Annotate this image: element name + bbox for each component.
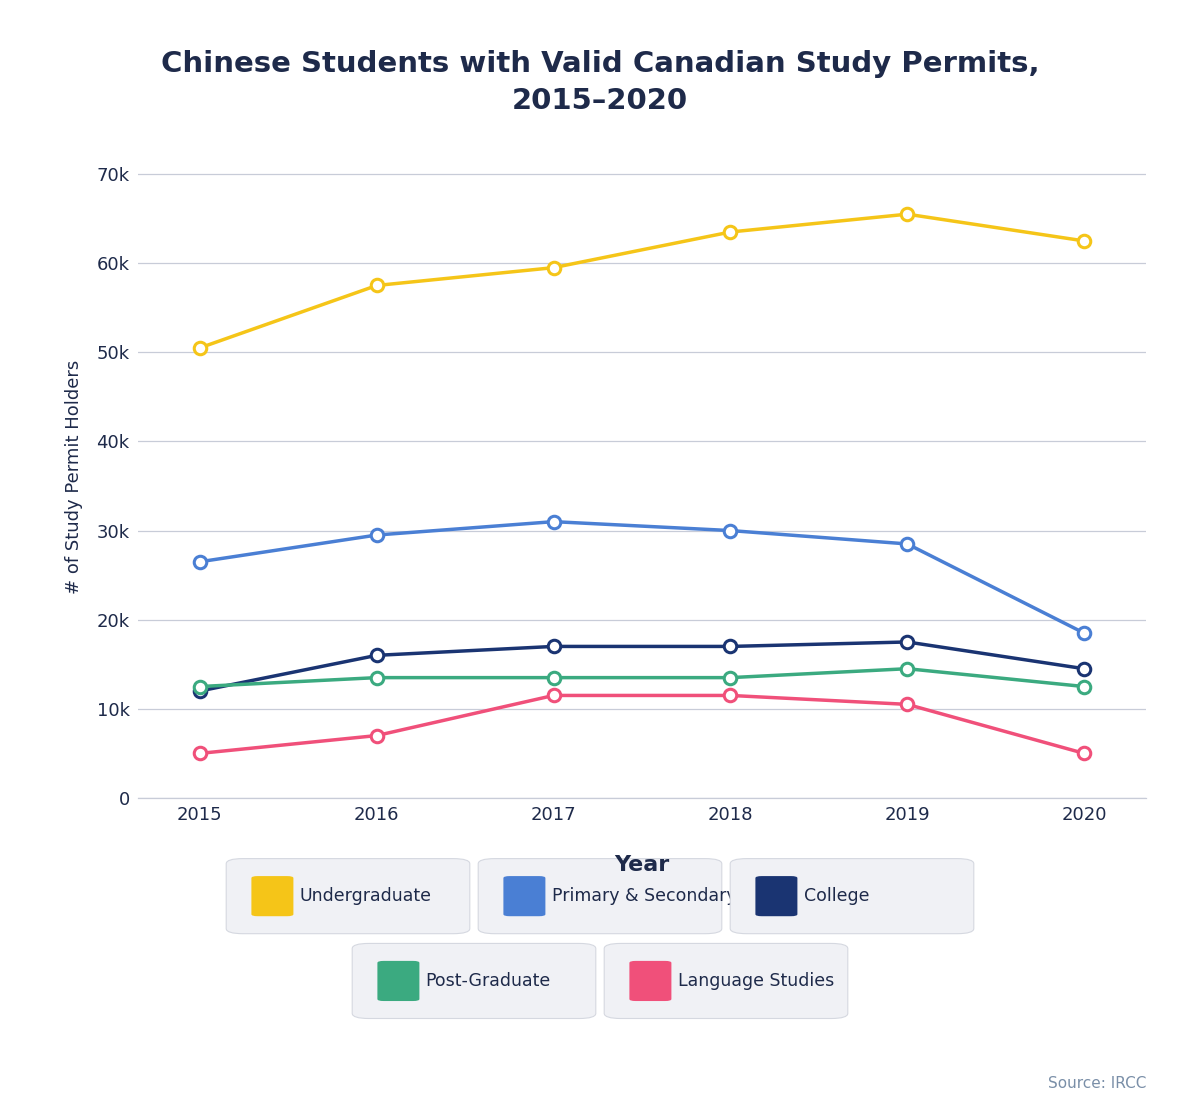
Text: Primary & Secondary: Primary & Secondary [552, 887, 737, 905]
FancyBboxPatch shape [731, 858, 974, 934]
FancyBboxPatch shape [605, 943, 847, 1019]
FancyBboxPatch shape [353, 943, 595, 1019]
Text: Undergraduate: Undergraduate [300, 887, 432, 905]
Text: Language Studies: Language Studies [678, 972, 834, 990]
FancyBboxPatch shape [504, 876, 545, 916]
Text: College: College [804, 887, 869, 905]
Text: Post-Graduate: Post-Graduate [426, 972, 551, 990]
Text: Source: IRCC: Source: IRCC [1048, 1077, 1146, 1091]
FancyBboxPatch shape [756, 876, 798, 916]
FancyBboxPatch shape [252, 876, 294, 916]
FancyBboxPatch shape [478, 858, 721, 934]
FancyBboxPatch shape [377, 961, 420, 1001]
Y-axis label: # of Study Permit Holders: # of Study Permit Holders [65, 360, 83, 594]
FancyBboxPatch shape [629, 961, 672, 1001]
Text: Chinese Students with Valid Canadian Study Permits,
2015–2020: Chinese Students with Valid Canadian Stu… [161, 50, 1039, 115]
FancyBboxPatch shape [227, 858, 470, 934]
Text: Year: Year [614, 855, 670, 875]
